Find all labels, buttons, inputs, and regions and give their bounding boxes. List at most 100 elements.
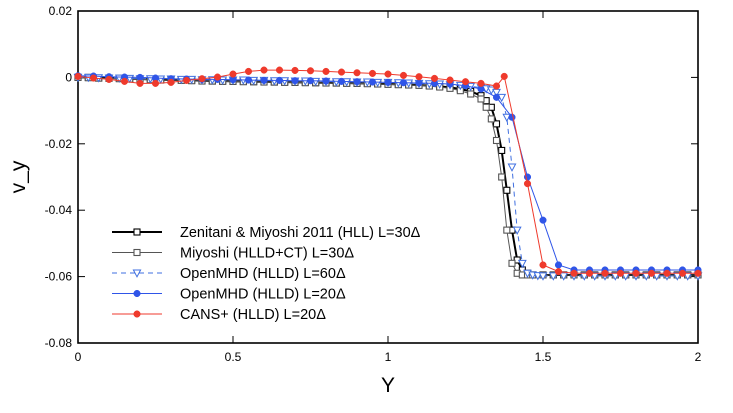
plot-frame — [77, 10, 699, 344]
data-point — [136, 79, 144, 87]
data-point — [461, 78, 470, 86]
x-tick-label: 2 — [695, 350, 702, 364]
legend-label: Zenitani & Miyoshi 2011 (HLL) L=30Δ — [180, 225, 421, 241]
legend-swatch-marker — [133, 289, 141, 298]
legend-label: OpenMHD (HLLD) L=20Δ — [180, 287, 346, 303]
data-point — [260, 76, 268, 84]
data-point — [399, 79, 408, 87]
data-point — [482, 103, 490, 111]
data-point — [213, 73, 222, 81]
data-point — [322, 67, 330, 75]
series-3 — [74, 72, 702, 274]
x-tick-label: 1.5 — [535, 350, 552, 364]
data-point — [477, 79, 485, 87]
y-axis-title: v_y — [7, 160, 30, 193]
data-point — [337, 77, 346, 85]
y-tick-label: 0.02 — [49, 4, 73, 18]
data-point — [492, 93, 501, 101]
series-4 — [74, 66, 702, 277]
data-point — [632, 269, 640, 277]
y-tick-label: -0.06 — [45, 270, 73, 284]
data-point — [353, 69, 361, 77]
y-tick-label: 0 — [65, 70, 72, 84]
data-point — [322, 77, 330, 85]
data-point — [105, 75, 113, 83]
data-point — [539, 216, 547, 224]
data-point — [384, 78, 392, 86]
y-tick-label: -0.04 — [45, 203, 73, 217]
data-point — [275, 76, 284, 84]
legend-swatch-marker — [133, 310, 141, 318]
data-point — [415, 79, 423, 87]
data-point — [89, 74, 98, 82]
data-point — [229, 70, 237, 78]
ticks-layer: 0 0.5 1 1.5 2 0.02 0 -0.02 -0.04 -0.06 -0.08 — [45, 4, 702, 364]
data-point — [616, 269, 625, 277]
data-point — [399, 71, 408, 79]
data-point — [492, 120, 501, 128]
legend: Zenitani & Miyoshi 2011 (HLL) L=30Δ Miyos… — [112, 225, 421, 323]
data-point — [368, 69, 377, 77]
data-point — [182, 76, 191, 84]
data-point — [503, 226, 511, 234]
data-point — [539, 261, 547, 269]
data-point — [430, 74, 439, 82]
data-point — [498, 173, 506, 181]
legend-swatch-marker — [133, 248, 141, 257]
data-point — [415, 73, 423, 81]
data-point — [601, 269, 609, 277]
data-point — [548, 272, 558, 281]
data-point — [151, 79, 160, 87]
x-tick-label: 1 — [385, 350, 392, 364]
data-point — [663, 269, 671, 277]
data-point — [538, 272, 548, 281]
data-point — [512, 226, 522, 235]
x-tick-label: 0.5 — [225, 350, 242, 364]
data-point — [647, 269, 656, 277]
data-point — [570, 269, 578, 277]
data-point — [508, 259, 516, 267]
data-point — [353, 78, 361, 86]
data-point — [554, 268, 563, 276]
y-tick-label: -0.08 — [45, 336, 73, 350]
data-point — [508, 113, 516, 121]
series-1 — [74, 73, 702, 279]
series-line — [78, 76, 698, 277]
data-point — [120, 77, 129, 85]
data-point — [291, 66, 299, 74]
data-point — [275, 66, 284, 74]
data-point — [523, 180, 532, 188]
data-point — [306, 77, 315, 85]
series-line — [77, 69, 698, 274]
data-point — [337, 68, 346, 76]
data-point — [244, 67, 253, 75]
data-point — [498, 146, 506, 154]
series-0 — [74, 73, 702, 279]
data-point — [503, 186, 511, 194]
data-point — [167, 78, 175, 86]
legend-label: Miyoshi (HLLD+CT) L=30Δ — [180, 246, 354, 262]
x-tick-label: 0 — [75, 350, 82, 364]
series-line — [77, 76, 698, 276]
series-line — [78, 76, 698, 276]
data-point — [306, 67, 315, 75]
legend-swatch-marker — [133, 228, 141, 236]
data-point — [368, 78, 377, 86]
data-point — [467, 90, 475, 98]
data-point — [384, 70, 392, 78]
data-point — [198, 75, 206, 83]
series-layer — [73, 66, 703, 281]
data-point — [559, 272, 569, 281]
data-point — [678, 269, 687, 277]
data-point — [492, 82, 501, 90]
data-point — [554, 261, 563, 269]
data-point — [291, 77, 299, 85]
y-tick-label: -0.02 — [45, 137, 73, 151]
data-point — [517, 259, 527, 269]
x-axis-title: Y — [381, 374, 395, 397]
legend-label: CANS+ (HLLD) L=20Δ — [180, 307, 326, 323]
data-point — [244, 76, 253, 84]
data-point — [477, 95, 485, 103]
